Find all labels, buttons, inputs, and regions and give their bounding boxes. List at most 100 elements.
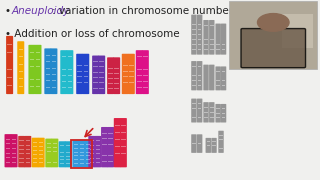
Bar <box>102 161 107 162</box>
Bar <box>222 71 225 72</box>
FancyBboxPatch shape <box>191 99 197 123</box>
Bar <box>204 25 208 26</box>
Bar <box>39 150 44 151</box>
Bar <box>115 153 120 154</box>
FancyBboxPatch shape <box>94 136 101 167</box>
Bar <box>108 63 113 64</box>
Bar <box>129 76 133 77</box>
Bar <box>60 148 64 149</box>
Bar <box>68 81 72 82</box>
Bar <box>143 63 148 64</box>
Bar <box>20 153 24 154</box>
Bar <box>26 162 30 163</box>
Bar <box>210 39 213 40</box>
Circle shape <box>258 14 289 31</box>
FancyBboxPatch shape <box>50 48 57 94</box>
FancyBboxPatch shape <box>6 36 13 94</box>
Bar <box>39 146 44 147</box>
Bar <box>60 163 64 164</box>
Bar <box>39 142 44 143</box>
Bar <box>192 139 196 140</box>
Bar <box>7 85 12 86</box>
Bar <box>115 68 119 69</box>
Bar <box>66 163 70 164</box>
Bar <box>108 155 113 156</box>
Bar <box>12 143 16 144</box>
FancyBboxPatch shape <box>221 24 226 55</box>
FancyBboxPatch shape <box>128 54 135 94</box>
Bar <box>12 162 16 163</box>
Bar <box>30 79 34 80</box>
Bar <box>90 140 94 141</box>
Bar <box>19 71 23 72</box>
Bar <box>20 162 24 163</box>
Bar <box>115 83 119 84</box>
Bar <box>71 140 92 168</box>
Bar <box>143 69 148 70</box>
Bar <box>198 66 201 67</box>
Bar <box>121 132 125 133</box>
Bar <box>68 63 72 64</box>
Bar <box>12 139 16 140</box>
FancyBboxPatch shape <box>98 55 105 94</box>
Bar <box>47 155 51 156</box>
Bar <box>192 143 196 144</box>
Bar <box>216 108 220 109</box>
FancyBboxPatch shape <box>32 138 39 167</box>
Bar <box>121 159 125 160</box>
Bar <box>108 133 113 134</box>
Bar <box>102 155 107 156</box>
FancyBboxPatch shape <box>113 57 120 94</box>
Bar <box>216 71 220 72</box>
Bar <box>115 78 119 79</box>
Bar <box>26 140 30 141</box>
Bar <box>115 125 120 126</box>
Bar <box>115 139 120 140</box>
FancyBboxPatch shape <box>28 45 36 94</box>
Bar <box>210 107 213 108</box>
Bar <box>137 81 141 82</box>
FancyBboxPatch shape <box>241 29 306 68</box>
Bar <box>33 158 37 159</box>
Bar <box>282 14 313 48</box>
Bar <box>129 88 133 89</box>
Bar <box>86 148 90 149</box>
Bar <box>60 156 64 157</box>
Bar <box>115 63 119 64</box>
Bar <box>52 55 56 56</box>
FancyBboxPatch shape <box>82 54 89 94</box>
Bar <box>80 144 84 145</box>
Bar <box>143 75 148 76</box>
Bar <box>129 71 133 72</box>
Bar <box>198 34 201 35</box>
Bar <box>204 39 208 40</box>
Bar <box>216 117 220 118</box>
FancyBboxPatch shape <box>120 118 127 167</box>
Bar <box>26 153 30 154</box>
Bar <box>30 66 34 67</box>
Bar <box>219 139 223 140</box>
Bar <box>93 72 98 73</box>
Bar <box>19 56 23 57</box>
Bar <box>36 66 40 67</box>
Bar <box>192 108 196 109</box>
Bar <box>222 113 225 114</box>
FancyBboxPatch shape <box>107 57 114 94</box>
Bar <box>212 148 216 149</box>
Bar <box>204 44 208 45</box>
FancyBboxPatch shape <box>18 136 25 167</box>
Bar <box>216 80 220 81</box>
Bar <box>30 86 34 87</box>
Bar <box>77 88 82 89</box>
Bar <box>121 125 125 126</box>
Bar <box>84 88 88 89</box>
Text: Aneuploidy: Aneuploidy <box>12 6 70 16</box>
FancyBboxPatch shape <box>114 118 121 167</box>
Bar <box>216 85 220 86</box>
Bar <box>7 44 12 45</box>
Bar <box>198 108 201 109</box>
Bar <box>52 61 56 62</box>
Bar <box>198 44 201 45</box>
Bar <box>192 24 196 25</box>
Bar <box>90 145 94 146</box>
